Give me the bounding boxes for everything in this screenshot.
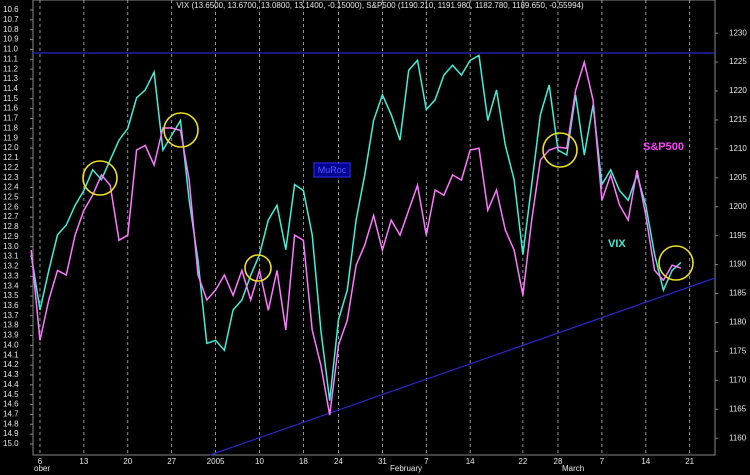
- y-tick-label: 10.8: [3, 25, 19, 34]
- annotation-box: [313, 162, 351, 178]
- y-tick-label: 14.5: [3, 390, 19, 399]
- y2-tick-label: 1190: [729, 260, 747, 269]
- x-tick-label: 14: [466, 457, 475, 466]
- y-tick-label: 14.7: [3, 410, 19, 419]
- y-tick-label: 13.4: [3, 281, 19, 290]
- series-line: [30, 59, 682, 416]
- y2-tick-label: 1200: [729, 202, 747, 211]
- grid: [39, 0, 691, 455]
- trend-line: [209, 277, 716, 456]
- highlight-circles: [82, 112, 694, 282]
- y-tick-label: 11.4: [3, 84, 19, 93]
- y-tick-label: 13.8: [3, 321, 19, 330]
- x-tick-label: 2005: [207, 457, 225, 466]
- y2-tick-label: 1195: [729, 231, 747, 240]
- highlight-circle: [163, 112, 199, 148]
- y-tick-label: 13.5: [3, 291, 19, 300]
- y-tick-label: 12.2: [3, 163, 19, 172]
- chart-title: VIX (13.6500, 13.6700, 13.0800, 13.1400,…: [176, 1, 584, 10]
- month-label: ober: [34, 464, 50, 473]
- y-tick-label: 14.8: [3, 419, 19, 428]
- y-tick-label: 11.3: [3, 74, 19, 83]
- x-tick-label: 6: [38, 457, 43, 466]
- y2-tick-label: 1210: [729, 144, 747, 153]
- x-tick-label: 14: [641, 457, 650, 466]
- highlight-circle: [542, 132, 578, 168]
- y-tick-label: 14.0: [3, 340, 19, 349]
- y-tick-label: 14.6: [3, 400, 19, 409]
- y2-tick-label: 1180: [729, 318, 747, 327]
- y2-tick-label: 1230: [729, 28, 747, 37]
- y-tick-label: 12.0: [3, 143, 19, 152]
- highlight-circle: [82, 160, 118, 196]
- y-tick-label: 12.8: [3, 222, 19, 231]
- y-tick-label: 12.4: [3, 183, 19, 192]
- month-label: February: [390, 464, 422, 473]
- highlight-circle: [658, 245, 694, 281]
- y2-tick-label: 1185: [729, 289, 747, 298]
- x-tick-label: 21: [685, 457, 694, 466]
- y-tick-label: 14.1: [3, 350, 19, 359]
- month-label: March: [562, 464, 584, 473]
- x-tick-label: 20: [123, 457, 132, 466]
- y2-tick-label: 1170: [729, 375, 747, 384]
- y-tick-label: 11.8: [3, 123, 19, 132]
- x-tick-label: 27: [167, 457, 176, 466]
- y2-tick-label: 1205: [729, 173, 747, 182]
- y-tick-label: 14.4: [3, 380, 19, 389]
- y2-tick-label: 1225: [729, 57, 747, 66]
- x-tick-label: 13: [79, 457, 88, 466]
- y-tick-label: 10.6: [3, 5, 19, 14]
- y-tick-label: 11.9: [3, 133, 19, 142]
- y-tick-label: 10.9: [3, 35, 19, 44]
- y-tick-label: 12.9: [3, 232, 19, 241]
- y-tick-label: 11.2: [3, 64, 19, 73]
- x-tick-label: 22: [518, 457, 527, 466]
- plot-frame: [32, 0, 716, 456]
- y-tick-label: 12.7: [3, 212, 19, 221]
- y-tick-label: 11.5: [3, 94, 19, 103]
- x-tick-label: 31: [378, 457, 387, 466]
- y-tick-label: 13.6: [3, 301, 19, 310]
- y-tick-label: 13.1: [3, 252, 19, 261]
- y-tick-label: 11.6: [3, 104, 19, 113]
- y-tick-label: 12.5: [3, 193, 19, 202]
- y2-tick-label: 1215: [729, 115, 747, 124]
- x-tick-label: 7: [600, 457, 605, 466]
- y-tick-label: 11.1: [3, 54, 19, 63]
- y2-tick-label: 1165: [729, 404, 747, 413]
- x-tick-label: 24: [334, 457, 343, 466]
- y2-tick-label: 1220: [729, 86, 747, 95]
- annotation: MuRoc: [318, 165, 347, 175]
- series-lines: [30, 54, 682, 416]
- y-tick-label: 11.7: [3, 114, 19, 123]
- y-tick-label: 13.3: [3, 271, 19, 280]
- y-tick-label: 10.7: [3, 15, 19, 24]
- x-tick-label: 18: [299, 457, 308, 466]
- series-line: [30, 54, 682, 401]
- x-tick-label: 10: [255, 457, 264, 466]
- highlight-circle: [244, 254, 272, 282]
- x-tick-label: 7: [424, 457, 429, 466]
- y-tick-label: 13.7: [3, 311, 19, 320]
- y-tick-label: 13.2: [3, 262, 19, 271]
- y-tick-label: 14.3: [3, 370, 19, 379]
- y-tick-label: 12.3: [3, 173, 19, 182]
- y-tick-label: 11.0: [3, 45, 19, 54]
- y-tick-label: 15.0: [3, 439, 19, 448]
- y-tick-label: 12.6: [3, 202, 19, 211]
- y2-tick-label: 1175: [729, 347, 747, 356]
- series-label: VIX: [608, 238, 626, 250]
- y-tick-label: 12.1: [3, 153, 19, 162]
- x-tick-label: 28: [554, 457, 563, 466]
- y-tick-label: 14.2: [3, 360, 19, 369]
- y-tick-label: 13.0: [3, 242, 19, 251]
- y-tick-label: 14.9: [3, 429, 19, 438]
- series-label: S&P500: [643, 141, 684, 153]
- y-tick-label: 13.9: [3, 331, 19, 340]
- y2-tick-label: 1160: [729, 433, 747, 442]
